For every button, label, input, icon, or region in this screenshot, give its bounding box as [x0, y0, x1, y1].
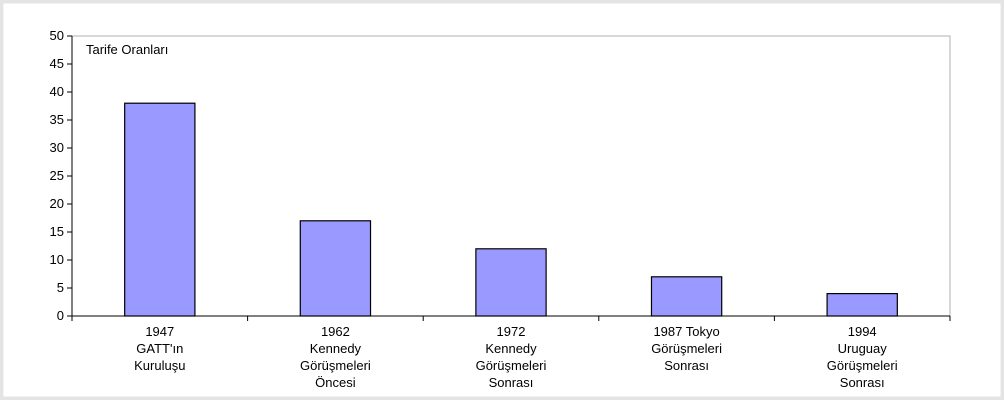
x-tick-label: 1972 Kennedy Görüşmeleri Sonrası	[476, 324, 547, 390]
bar	[299, 220, 372, 317]
x-tick-label: 1947 GATT'ın Kuruluşu	[134, 324, 185, 373]
y-tick-label: 35	[50, 112, 64, 127]
y-tick-label: 40	[50, 84, 64, 99]
y-tick-label: 0	[57, 308, 64, 323]
x-tick-label: 1994 Uruguay Görüşmeleri Sonrası	[827, 324, 898, 390]
x-tick-label: 1962 Kennedy Görüşmeleri Öncesi	[300, 324, 371, 390]
y-tick-label: 20	[50, 196, 64, 211]
bar	[124, 102, 196, 317]
bar	[650, 276, 723, 317]
bar	[826, 293, 898, 317]
y-tick-label: 25	[50, 168, 64, 183]
chart-title: Tarife Oranları	[86, 42, 168, 57]
y-tick-label: 50	[50, 28, 64, 43]
y-tick-label: 5	[57, 280, 64, 295]
y-tick-label: 30	[50, 140, 64, 155]
y-tick-label: 45	[50, 56, 64, 71]
y-tick-label: 15	[50, 224, 64, 239]
x-tick-label: 1987 Tokyo Görüşmeleri Sonrası	[651, 324, 722, 373]
bar	[475, 248, 547, 317]
y-tick-label: 10	[50, 252, 64, 267]
